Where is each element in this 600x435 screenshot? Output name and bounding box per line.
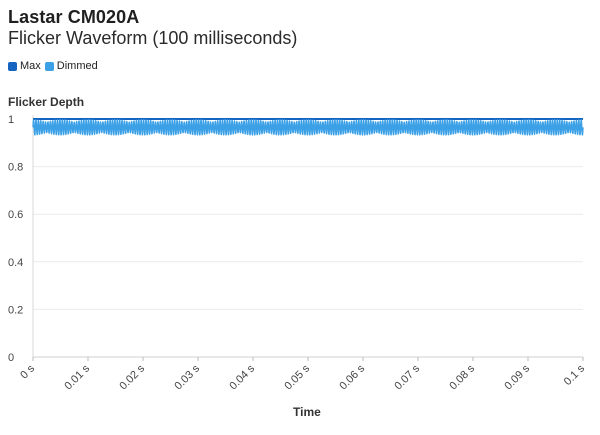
y-axis-label: Flicker Depth — [8, 95, 85, 109]
grid-lines — [32, 115, 584, 361]
legend-item-dimmed[interactable]: Dimmed — [44, 60, 98, 72]
legend: Max Dimmed — [8, 60, 102, 72]
x-tick-label: 0.03 s — [172, 362, 202, 392]
y-tick-label: 1 — [8, 114, 14, 126]
x-tick-labels: 0 s 0.01 s 0.02 s 0.03 s 0.04 s 0.05 s 0.06 s 0… — [18, 362, 587, 392]
series-layer — [32, 118, 584, 136]
x-tick-label: 0.08 s — [447, 362, 477, 392]
y-tick-label: 0 — [8, 352, 14, 364]
series-line-dimmed — [32, 119, 584, 136]
chart-subtitle: Flicker Waveform (100 milliseconds) — [8, 28, 298, 48]
x-axis-label: Time — [293, 405, 321, 419]
legend-swatch-max — [8, 61, 17, 71]
x-tick-label: 0.06 s — [337, 362, 367, 392]
legend-item-max[interactable]: Max — [8, 60, 41, 72]
legend-label-max: Max — [20, 60, 41, 72]
x-tick-label: 0.1 s — [562, 362, 588, 388]
chart-title: Lastar CM020A — [8, 7, 140, 27]
y-tick-label: 0.6 — [8, 209, 23, 221]
x-tick-label: 0.05 s — [282, 362, 312, 392]
x-tick-label: 0.07 s — [392, 362, 422, 392]
x-tick-label: 0.04 s — [227, 362, 257, 392]
x-tick-label: 0.09 s — [502, 362, 532, 392]
y-tick-labels: 0 0.2 0.4 0.6 0.8 1 — [8, 114, 23, 364]
legend-swatch-dimmed — [44, 61, 54, 71]
x-tick-label: 0.01 s — [62, 362, 92, 392]
y-tick-label: 0.2 — [8, 304, 23, 316]
x-tick-label: 0.02 s — [117, 362, 147, 392]
x-tick-label: 0 s — [18, 362, 37, 381]
legend-label-dimmed: Dimmed — [56, 60, 98, 72]
y-tick-label: 0.4 — [8, 257, 23, 269]
y-tick-label: 0.8 — [8, 162, 23, 174]
